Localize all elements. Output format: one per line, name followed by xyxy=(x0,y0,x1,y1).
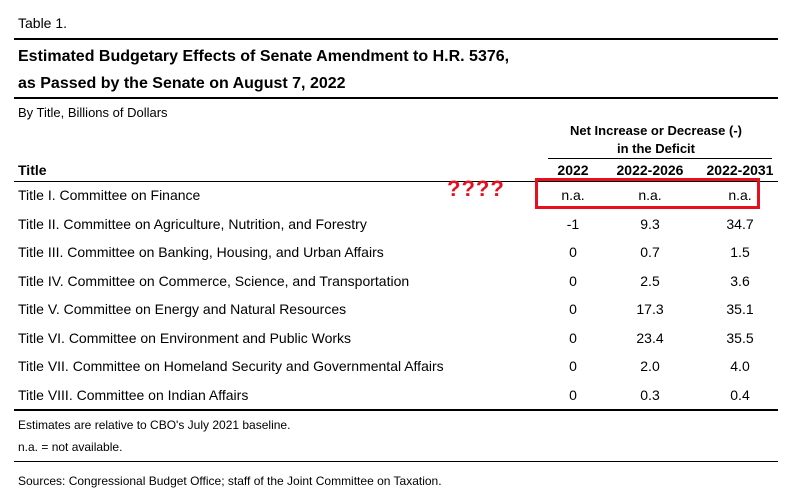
cell-2022-2031: 35.1 xyxy=(726,301,754,317)
highlight-box xyxy=(535,178,760,209)
header-rule xyxy=(14,181,778,182)
cell-2022-2026: 17.3 xyxy=(636,301,664,317)
cell-2022: -1 xyxy=(566,216,580,232)
table-title-line1: Estimated Budgetary Effects of Senate Am… xyxy=(18,48,510,65)
table-label: Table 1. xyxy=(18,15,68,31)
cell-2022-2031: 4.0 xyxy=(730,358,750,374)
cell-2022: n.a. xyxy=(561,187,585,203)
column-header-2022: 2022 xyxy=(557,162,589,178)
column-header-2022-2031: 2022-2031 xyxy=(706,162,774,178)
row-label: Title I. Committee on Finance xyxy=(18,187,201,203)
row-label: Title IV. Committee on Commerce, Science… xyxy=(18,273,410,289)
cell-2022-2031: 34.7 xyxy=(726,216,754,232)
table-title-line2: as Passed by the Senate on August 7, 202… xyxy=(18,75,346,92)
spanner-underline xyxy=(548,158,772,159)
cell-2022-2031: 35.5 xyxy=(726,330,754,346)
row-label: Title V. Committee on Energy and Natural… xyxy=(18,301,347,317)
cell-2022: 0 xyxy=(569,387,577,403)
row-label: Title VI. Committee on Environment and P… xyxy=(18,330,352,346)
row-label: Title III. Committee on Banking, Housing… xyxy=(18,244,384,260)
top-rule xyxy=(14,38,778,40)
cell-2022-2026: 9.3 xyxy=(640,216,660,232)
table-subtitle: By Title, Billions of Dollars xyxy=(18,105,168,120)
cell-2022: 0 xyxy=(569,330,577,346)
cell-2022-2031: n.a. xyxy=(728,187,752,203)
cell-2022-2031: 0.4 xyxy=(730,387,750,403)
column-spanner-line1: Net Increase or Decrease (-) xyxy=(570,123,742,138)
row-label: Title VII. Committee on Homeland Securit… xyxy=(18,358,444,374)
bottom-rule xyxy=(14,409,778,411)
cell-2022-2026: 2.5 xyxy=(640,273,660,289)
sources-rule xyxy=(14,461,778,462)
cell-2022: 0 xyxy=(569,244,577,260)
cell-2022-2031: 3.6 xyxy=(730,273,750,289)
question-marks-annotation: ???? xyxy=(447,176,505,201)
row-label: Title II. Committee on Agriculture, Nutr… xyxy=(18,216,367,232)
note-baseline: Estimates are relative to CBO's July 202… xyxy=(18,418,291,432)
cell-2022-2026: 23.4 xyxy=(636,330,664,346)
sources-note: Sources: Congressional Budget Office; st… xyxy=(18,474,442,488)
cell-2022-2031: 1.5 xyxy=(730,244,750,260)
note-na: n.a. = not available. xyxy=(18,440,123,454)
column-header-2022-2026: 2022-2026 xyxy=(616,162,684,178)
cell-2022-2026: n.a. xyxy=(638,187,662,203)
title-rule xyxy=(14,97,778,99)
cell-2022: 0 xyxy=(569,273,577,289)
cell-2022: 0 xyxy=(569,358,577,374)
cell-2022-2026: 0.3 xyxy=(640,387,660,403)
column-header-title: Title xyxy=(18,162,47,178)
cell-2022-2026: 0.7 xyxy=(640,244,660,260)
column-spanner-line2: in the Deficit xyxy=(616,141,695,156)
row-label: Title VIII. Committee on Indian Affairs xyxy=(18,387,249,403)
cell-2022-2026: 2.0 xyxy=(640,358,660,374)
cell-2022: 0 xyxy=(569,301,577,317)
